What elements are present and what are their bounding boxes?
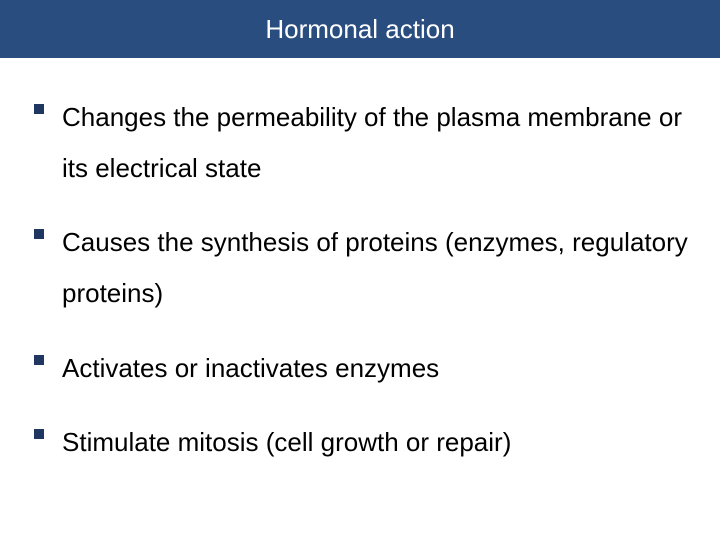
bullet-text: Changes the permeability of the plasma m…	[62, 92, 690, 193]
list-item: Changes the permeability of the plasma m…	[30, 92, 690, 193]
slide-title: Hormonal action	[265, 14, 454, 45]
list-item: Activates or inactivates enzymes	[30, 343, 690, 394]
list-item: Stimulate mitosis (cell growth or repair…	[30, 417, 690, 468]
bullet-icon	[34, 104, 44, 114]
bullet-icon	[34, 429, 44, 439]
bullet-icon	[34, 229, 44, 239]
bullet-text: Activates or inactivates enzymes	[62, 343, 439, 394]
slide-header: Hormonal action	[0, 0, 720, 58]
slide-content: Changes the permeability of the plasma m…	[0, 58, 720, 468]
list-item: Causes the synthesis of proteins (enzyme…	[30, 217, 690, 318]
bullet-icon	[34, 355, 44, 365]
bullet-text: Stimulate mitosis (cell growth or repair…	[62, 417, 511, 468]
bullet-text: Causes the synthesis of proteins (enzyme…	[62, 217, 690, 318]
